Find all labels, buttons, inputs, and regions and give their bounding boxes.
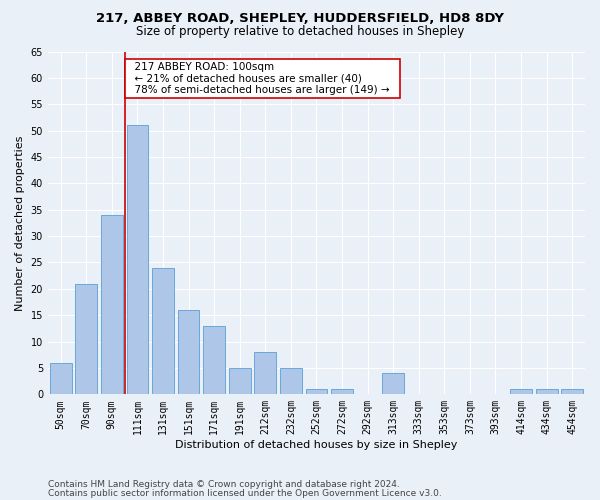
Text: Size of property relative to detached houses in Shepley: Size of property relative to detached ho… [136,25,464,38]
Bar [127,126,148,394]
Text: Contains public sector information licensed under the Open Government Licence v3: Contains public sector information licen… [48,488,442,498]
Bar [331,389,353,394]
X-axis label: Distribution of detached houses by size in Shepley: Distribution of detached houses by size … [175,440,458,450]
Bar [101,215,123,394]
Bar [203,326,225,394]
Y-axis label: Number of detached properties: Number of detached properties [15,135,25,310]
Bar [76,284,97,395]
Text: 217, ABBEY ROAD, SHEPLEY, HUDDERSFIELD, HD8 8DY: 217, ABBEY ROAD, SHEPLEY, HUDDERSFIELD, … [96,12,504,26]
Bar [254,352,276,395]
Text: 217 ABBEY ROAD: 100sqm
  ← 21% of detached houses are smaller (40)
  78% of semi: 217 ABBEY ROAD: 100sqm ← 21% of detached… [128,62,397,95]
Bar [305,389,328,394]
Bar [152,268,174,394]
Bar [229,368,251,394]
Bar [178,310,199,394]
Bar [536,389,557,394]
Text: Contains HM Land Registry data © Crown copyright and database right 2024.: Contains HM Land Registry data © Crown c… [48,480,400,489]
Bar [510,389,532,394]
Bar [280,368,302,394]
Bar [562,389,583,394]
Bar [50,362,71,394]
Bar [382,373,404,394]
